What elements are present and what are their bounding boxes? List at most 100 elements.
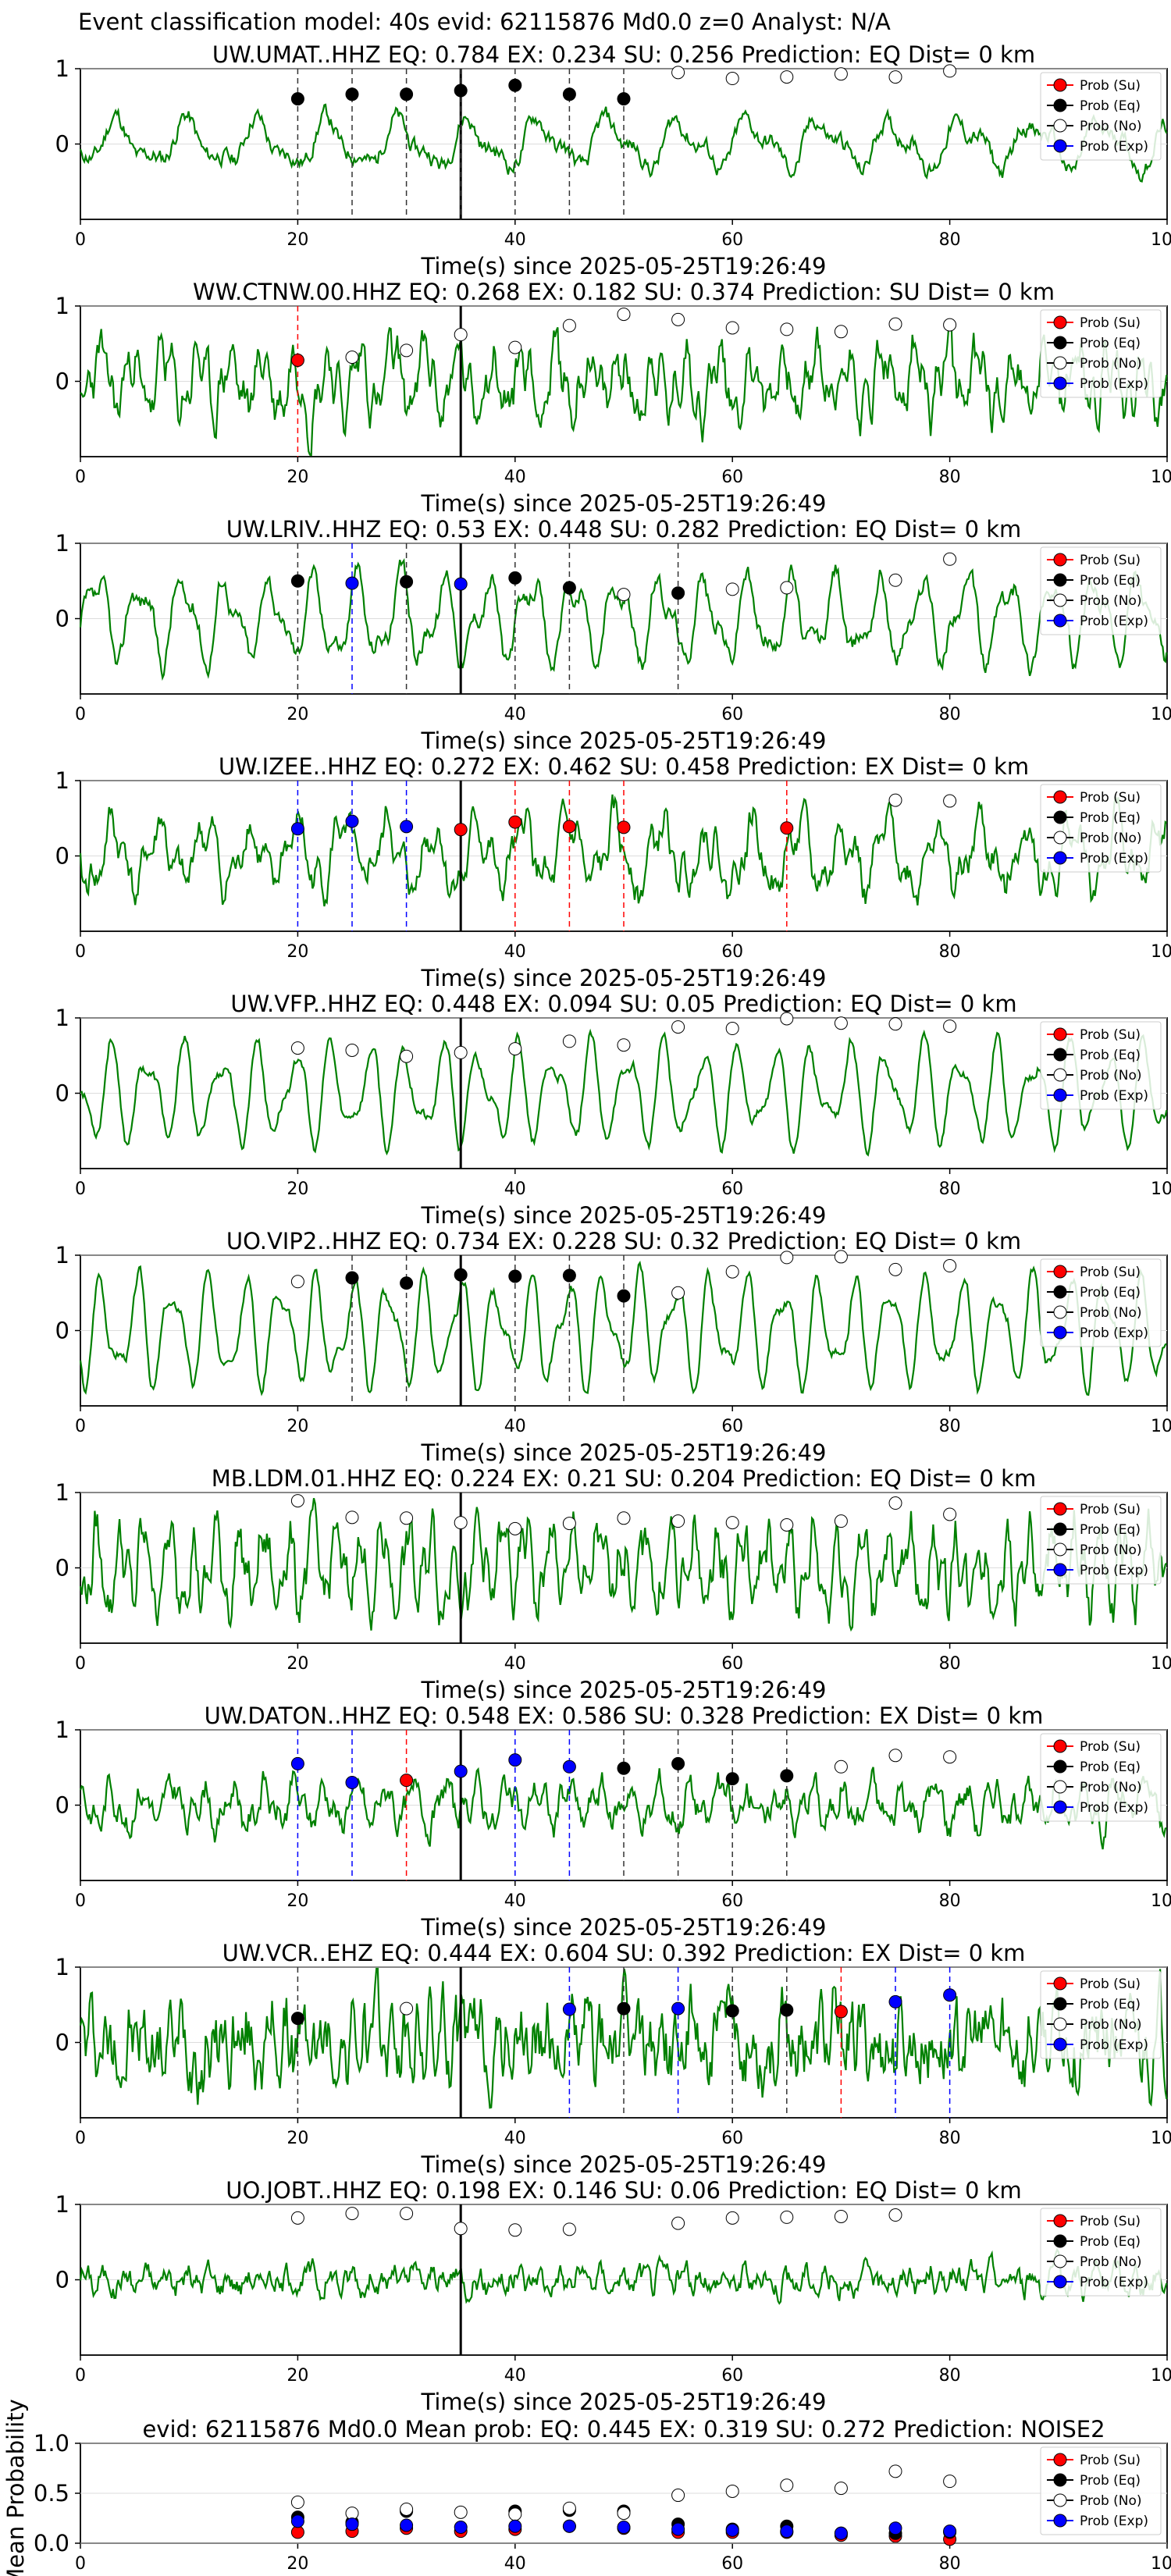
legend-label-no: Prob (No) — [1080, 119, 1142, 134]
x-tick-label: 80 — [939, 1891, 961, 1911]
legend-box — [1040, 309, 1162, 398]
y-tick-label: 0 — [55, 1555, 69, 1582]
panel-title: WW.CTNW.00.HHZ EQ: 0.268 EX: 0.182 SU: 0… — [193, 279, 1055, 305]
prob-marker-no — [888, 70, 902, 84]
prob-marker-no — [508, 340, 522, 354]
prob-marker-exp — [454, 1764, 468, 1778]
x-axis-label: Time(s) since 2025-05-25T19:26:49 — [421, 1439, 827, 1466]
legend-marker-no — [1053, 1542, 1067, 1557]
prob-marker-exp — [943, 1988, 957, 2002]
prob-marker-no — [508, 1042, 522, 1056]
legend-marker-eq — [1053, 2473, 1067, 2487]
x-tick-label: 80 — [939, 2554, 961, 2574]
mean-prob-marker-no — [888, 2464, 902, 2478]
mean-prob-marker-exp — [725, 2523, 739, 2537]
y-tick-label: 0 — [55, 1080, 69, 1107]
prob-marker-no — [290, 1041, 304, 1055]
prob-marker-no — [617, 588, 631, 602]
x-tick-label: 100 — [1151, 942, 1171, 962]
x-tick-label: 20 — [287, 230, 308, 250]
legend-label-su: Prob (Su) — [1080, 1265, 1141, 1280]
prob-marker-no — [888, 573, 902, 587]
waveform-trace — [80, 318, 1168, 457]
x-tick-label: 0 — [75, 1417, 86, 1436]
legend-marker-exp — [1053, 1325, 1067, 1340]
prob-marker-eq — [508, 571, 522, 585]
x-tick-label: 0 — [75, 1654, 86, 1674]
x-tick-label: 60 — [721, 2129, 743, 2148]
x-tick-label: 60 — [721, 2366, 743, 2386]
legend-label-no: Prob (No) — [1080, 2017, 1142, 2033]
x-tick-label: 0 — [75, 2129, 86, 2148]
panel-legend: Prob (Su) Prob (Eq) Prob (No) Prob (Exp) — [1040, 546, 1162, 635]
panel-title: MB.LDM.01.HHZ EQ: 0.224 EX: 0.21 SU: 0.2… — [212, 1465, 1036, 1492]
prob-marker-no — [454, 1045, 468, 1059]
panel-title: evid: 62115876 Md0.0 Mean prob: EQ: 0.44… — [142, 2416, 1105, 2443]
legend-marker-exp — [1053, 1563, 1067, 1577]
panel-title: UW.LRIV..HHZ EQ: 0.53 EX: 0.448 SU: 0.28… — [226, 516, 1022, 543]
y-tick-label: 1 — [55, 1005, 69, 1031]
panel-title: UO.VIP2..HHZ EQ: 0.734 EX: 0.228 SU: 0.3… — [226, 1228, 1021, 1254]
prob-marker-no — [345, 1043, 359, 1057]
prob-marker-no — [834, 1514, 848, 1528]
prob-marker-no — [888, 1496, 902, 1510]
x-tick-label: 60 — [721, 942, 743, 962]
x-tick-label: 0 — [75, 2366, 86, 2386]
legend-label-su: Prob (Su) — [1080, 2453, 1141, 2468]
x-tick-label: 40 — [504, 1179, 526, 1199]
legend-marker-exp — [1053, 139, 1067, 153]
x-axis-label: Time(s) since 2025-05-25T19:26:49 — [421, 2389, 827, 2415]
prob-marker-no — [780, 70, 794, 84]
prob-marker-su — [562, 820, 576, 834]
x-tick-label: 100 — [1151, 705, 1171, 724]
x-tick-label: 0 — [75, 468, 86, 487]
legend-label-exp: Prob (Exp) — [1080, 1563, 1148, 1578]
legend-label-eq: Prob (Eq) — [1080, 1522, 1141, 1538]
prob-marker-eq — [290, 92, 304, 106]
legend-label-exp: Prob (Exp) — [1080, 139, 1148, 155]
panel-legend: Prob (Su) Prob (Eq) Prob (No) Prob (Exp) — [1040, 1733, 1162, 1822]
legend-label-no: Prob (No) — [1080, 356, 1142, 372]
prob-marker-exp — [290, 1756, 304, 1770]
x-tick-label: 20 — [287, 942, 308, 962]
prob-marker-no — [834, 1250, 848, 1264]
legend-label-su: Prob (Su) — [1080, 1502, 1141, 1517]
legend-marker-exp — [1053, 2275, 1067, 2289]
panel-legend: Prob (Su) Prob (Eq) Prob (No) Prob (Exp) — [1040, 1258, 1162, 1347]
panel-title: UW.VFP..HHZ EQ: 0.448 EX: 0.094 SU: 0.05… — [230, 991, 1016, 1017]
x-tick-label: 100 — [1151, 1179, 1171, 1199]
prob-marker-exp — [345, 1776, 359, 1790]
prob-marker-exp — [345, 576, 359, 590]
prob-marker-eq — [345, 87, 359, 101]
legend-label-no: Prob (No) — [1080, 2254, 1142, 2270]
x-tick-label: 40 — [504, 2366, 526, 2386]
panel-legend: Prob (Su) Prob (Eq) Prob (No) Prob (Exp) — [1040, 1021, 1162, 1110]
legend-label-exp: Prob (Exp) — [1080, 851, 1148, 866]
mean-prob-marker-exp — [400, 2518, 414, 2532]
x-tick-label: 60 — [721, 1654, 743, 1674]
prob-marker-exp — [671, 2001, 685, 2016]
prob-marker-eq — [617, 1289, 631, 1303]
prob-marker-exp — [888, 1994, 902, 2008]
x-tick-label: 60 — [721, 468, 743, 487]
x-tick-label: 0 — [75, 1891, 86, 1911]
panel-uw-vcr--ehz: 0 20 40 60 80 100 Time(s) since 2025-05-25T19:… — [55, 1940, 1171, 2178]
legend-marker-su — [1053, 1265, 1067, 1279]
legend-label-eq: Prob (Eq) — [1080, 2234, 1141, 2250]
legend-marker-exp — [1053, 851, 1067, 865]
y-tick-label: 0 — [55, 2030, 69, 2056]
x-tick-label: 0 — [75, 705, 86, 724]
x-tick-label: 40 — [504, 705, 526, 724]
legend-marker-exp — [1053, 1800, 1067, 1814]
prob-marker-eq — [400, 87, 414, 101]
prob-marker-eq — [454, 1268, 468, 1282]
prob-marker-su — [508, 815, 522, 829]
legend-label-exp: Prob (Exp) — [1080, 1088, 1148, 1104]
prob-marker-no — [780, 581, 794, 595]
x-tick-label: 80 — [939, 468, 961, 487]
panel-title: UW.DATON..HHZ EQ: 0.548 EX: 0.586 SU: 0.… — [205, 1703, 1044, 1729]
mean-prob-marker-exp — [888, 2521, 902, 2535]
prob-marker-eq — [617, 92, 631, 106]
mean-prob-marker-exp — [454, 2521, 468, 2535]
